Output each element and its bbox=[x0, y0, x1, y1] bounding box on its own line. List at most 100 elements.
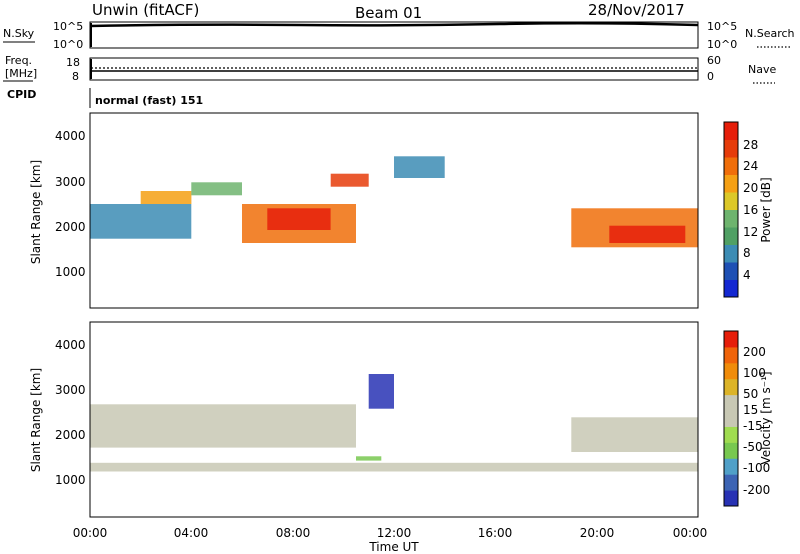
date-title: 28/Nov/2017 bbox=[588, 1, 685, 19]
nsky-panel: N.Sky 10^5 10^0 10^5 10^0 N.Search bbox=[3, 20, 795, 51]
nsearch-right-tick-top: 10^5 bbox=[707, 20, 737, 33]
velocity-colorbar-swatch bbox=[724, 394, 738, 412]
velocity-ytick-1000: 1000 bbox=[55, 473, 86, 487]
vel-cbar-tick-neg15: -15 bbox=[743, 419, 763, 433]
vel-cbar-tick-neg100: -100 bbox=[743, 461, 770, 475]
power-cbar-tick-16: 16 bbox=[743, 203, 758, 217]
velocity-region bbox=[571, 417, 698, 452]
power-cbar-tick-20: 20 bbox=[743, 181, 758, 195]
power-cbar-tick-28: 28 bbox=[743, 138, 758, 152]
vel-cbar-tick-200: 200 bbox=[743, 345, 766, 359]
power-colorbar-swatch bbox=[724, 244, 738, 263]
power-colorbar-frame bbox=[723, 121, 739, 298]
power-cbar-tick-24: 24 bbox=[743, 159, 758, 173]
power-region bbox=[609, 225, 686, 243]
power-colorbar-swatch bbox=[724, 279, 738, 298]
velocity-region bbox=[356, 456, 382, 461]
power-region bbox=[191, 182, 242, 196]
velocity-colorbar bbox=[724, 331, 738, 507]
xtick-0800: 08:00 bbox=[276, 526, 311, 540]
velocity-colorbar-frame bbox=[723, 330, 739, 507]
x-axis: 00:00 04:00 08:00 12:00 16:00 20:00 00:0… bbox=[73, 526, 708, 554]
velocity-region bbox=[90, 404, 356, 448]
nsky-label: N.Sky bbox=[3, 27, 35, 40]
power-region bbox=[140, 191, 192, 204]
xtick-0000: 00:00 bbox=[73, 526, 108, 540]
freq-panel: Freq. [MHz] 18 8 60 0 Nave bbox=[3, 54, 776, 84]
velocity-region bbox=[90, 462, 698, 472]
velocity-ytick-4000: 4000 bbox=[55, 338, 86, 352]
velocity-ylabel: Slant Range [km] bbox=[29, 368, 43, 472]
power-ytick-2000: 2000 bbox=[55, 220, 86, 234]
velocity-colorbar-swatch bbox=[724, 410, 738, 427]
freq-tick-bottom: 8 bbox=[72, 70, 79, 83]
nsky-left-tick-top: 10^5 bbox=[53, 20, 83, 33]
power-ytick-1000: 1000 bbox=[55, 265, 86, 279]
cpid-value: normal (fast) 151 bbox=[95, 94, 203, 107]
vel-cbar-tick-100: 100 bbox=[743, 366, 766, 380]
velocity-colorbar-swatch bbox=[724, 331, 738, 348]
xtick-0400: 04:00 bbox=[174, 526, 209, 540]
power-colorbar-swatch bbox=[724, 122, 738, 140]
velocity-colorbar-swatch bbox=[724, 458, 738, 475]
nsearch-right-tick-bottom: 10^0 bbox=[707, 38, 737, 51]
power-cbar-tick-12: 12 bbox=[743, 225, 758, 239]
velocity-colorbar-swatch bbox=[724, 346, 738, 364]
x-axis-label: Time UT bbox=[368, 540, 419, 554]
power-colorbar-swatch bbox=[724, 227, 738, 245]
xtick-2000: 20:00 bbox=[580, 526, 615, 540]
power-colorbar bbox=[724, 122, 738, 298]
velocity-colorbar-swatch bbox=[724, 426, 738, 443]
power-colorbar-swatch bbox=[724, 209, 738, 228]
velocity-region bbox=[368, 374, 394, 409]
cpid-panel: CPID normal (fast) 151 bbox=[7, 88, 203, 108]
power-region bbox=[267, 208, 331, 230]
power-ylabel: Slant Range [km] bbox=[29, 160, 43, 264]
velocity-panel: Slant Range [km] 4000 3000 2000 1000 200… bbox=[29, 321, 773, 518]
velocity-frame bbox=[89, 321, 699, 518]
freq-frame bbox=[89, 57, 699, 81]
velocity-colorbar-swatch bbox=[724, 362, 738, 380]
power-region bbox=[330, 173, 369, 187]
xtick-1600: 16:00 bbox=[478, 526, 513, 540]
beam-title: Beam 01 bbox=[355, 4, 422, 22]
cpid-label: CPID bbox=[7, 88, 36, 101]
power-panel: Slant Range [km] 4000 3000 2000 1000 28 … bbox=[29, 112, 773, 309]
station-title: Unwin (fitACF) bbox=[92, 1, 199, 19]
velocity-data bbox=[90, 374, 698, 472]
vel-cbar-tick-15: 15 bbox=[743, 403, 758, 417]
power-colorbar-swatch bbox=[724, 192, 738, 210]
power-cbar-tick-4: 4 bbox=[743, 268, 751, 282]
velocity-colorbar-label: Velocity [m s⁻¹] bbox=[759, 371, 773, 464]
velocity-colorbar-swatch bbox=[724, 474, 738, 491]
nsearch-label: N.Search bbox=[745, 27, 795, 40]
nave-tick-bottom: 0 bbox=[707, 70, 714, 83]
power-cbar-tick-8: 8 bbox=[743, 246, 751, 260]
power-colorbar-swatch bbox=[724, 157, 738, 175]
power-frame bbox=[89, 112, 699, 309]
vel-cbar-tick-neg200: -200 bbox=[743, 483, 770, 497]
power-colorbar-swatch bbox=[724, 262, 738, 280]
power-ytick-3000: 3000 bbox=[55, 175, 86, 189]
nave-label: Nave bbox=[748, 63, 776, 76]
power-colorbar-swatch bbox=[724, 139, 738, 158]
velocity-colorbar-swatch bbox=[724, 442, 738, 459]
power-region bbox=[90, 204, 192, 239]
velocity-colorbar-swatch bbox=[724, 490, 738, 507]
freq-unit-label: [MHz] bbox=[5, 67, 37, 80]
power-colorbar-swatch bbox=[724, 174, 738, 193]
velocity-colorbar-swatch bbox=[724, 378, 738, 396]
power-ytick-4000: 4000 bbox=[55, 129, 86, 143]
power-data bbox=[90, 156, 698, 248]
velocity-ytick-2000: 2000 bbox=[55, 428, 86, 442]
power-region bbox=[394, 156, 445, 178]
nave-tick-top: 60 bbox=[707, 54, 721, 67]
velocity-ytick-3000: 3000 bbox=[55, 383, 86, 397]
freq-label: Freq. bbox=[5, 54, 32, 67]
xtick-2400: 00:00 bbox=[673, 526, 708, 540]
vel-cbar-tick-neg50: -50 bbox=[743, 440, 763, 454]
power-colorbar-label: Power [dB] bbox=[759, 177, 773, 242]
nsky-left-tick-bottom: 10^0 bbox=[53, 38, 83, 51]
nsky-series bbox=[89, 21, 699, 28]
